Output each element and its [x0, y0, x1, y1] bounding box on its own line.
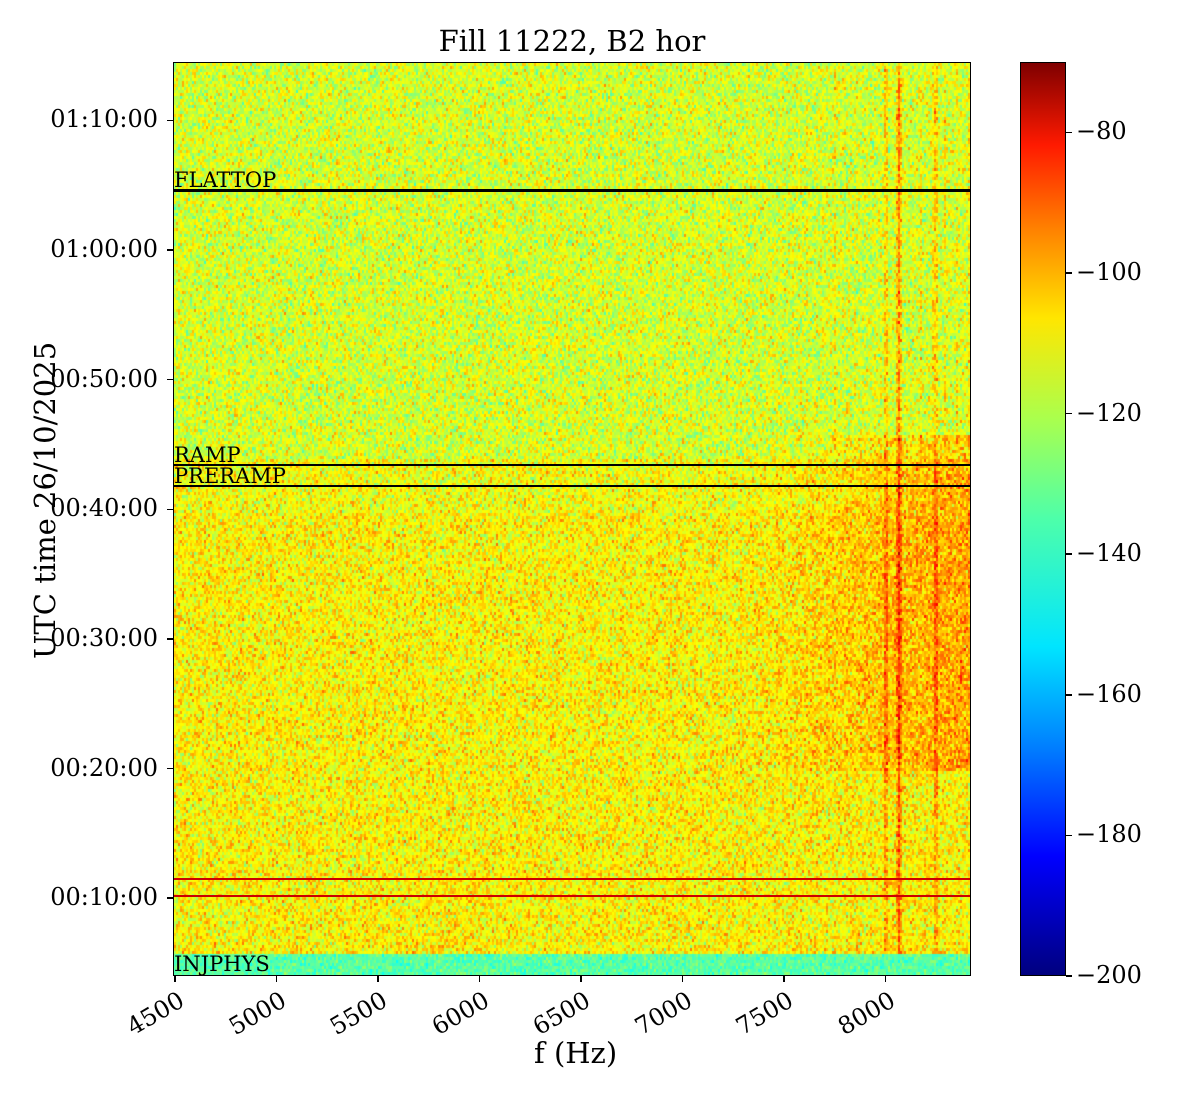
x-tick-mark — [783, 976, 785, 982]
colorbar-tick-label: −160 — [1076, 679, 1142, 708]
chart-title: Fill 11222, B2 hor — [438, 24, 706, 58]
colorbar-tick-label: −140 — [1076, 539, 1142, 568]
y-tick-mark — [167, 767, 173, 770]
y-tick-mark — [167, 119, 173, 122]
x-tick-label: 5000 — [223, 986, 291, 1041]
x-tick-label: 6000 — [426, 986, 494, 1041]
colorbar-tick-mark — [1066, 553, 1072, 555]
beam-mode-line — [174, 189, 970, 192]
y-tick-mark — [167, 897, 173, 899]
x-tick-label: 5500 — [325, 986, 393, 1041]
y-tick-label: 00:50:00 — [50, 364, 158, 393]
marker-line — [174, 895, 970, 897]
marker-line — [174, 878, 970, 880]
x-tick-label: 8000 — [832, 986, 900, 1041]
x-axis-label: f (Hz) — [534, 1036, 618, 1070]
x-tick-mark — [377, 976, 379, 982]
colorbar-tick-mark — [1066, 694, 1072, 696]
y-tick-label: 00:30:00 — [50, 623, 158, 652]
y-tick-label: 00:20:00 — [50, 753, 158, 782]
beam-mode-label: RAMP — [174, 442, 241, 467]
y-tick-mark — [167, 638, 173, 640]
colorbar-tick-label: −100 — [1076, 257, 1142, 286]
colorbar-tick-label: −120 — [1076, 398, 1142, 427]
colorbar-tick-label: −180 — [1076, 820, 1142, 849]
y-tick-mark — [167, 378, 173, 381]
plot-area: FLATTOP RAMP PRERAMP INJPHYS — [173, 62, 971, 976]
y-tick-mark — [167, 249, 173, 251]
colorbar-tick-label: −200 — [1076, 961, 1142, 989]
y-tick-label: 00:10:00 — [50, 883, 158, 912]
colorbar-tick-mark — [1066, 412, 1072, 415]
beam-mode-label: INJPHYS — [174, 952, 270, 976]
y-tick-label: 00:40:00 — [50, 494, 158, 523]
x-tick-mark — [275, 976, 278, 982]
x-tick-mark — [681, 976, 684, 982]
colorbar-tick-mark — [1066, 131, 1072, 134]
colorbar-tick-mark — [1066, 975, 1072, 977]
spectrogram-heatmap — [174, 63, 970, 975]
beam-mode-line — [174, 463, 970, 467]
x-tick-mark — [580, 976, 582, 982]
x-tick-label: 7500 — [731, 986, 799, 1041]
colorbar — [1020, 62, 1066, 976]
beam-mode-line — [174, 484, 970, 488]
x-tick-mark — [478, 976, 481, 982]
x-tick-mark — [884, 976, 887, 982]
x-tick-mark — [174, 976, 176, 982]
beam-mode-label: PRERAMP — [174, 463, 286, 488]
colorbar-tick-label: −80 — [1076, 117, 1127, 146]
x-tick-label: 7000 — [629, 986, 697, 1041]
y-tick-label: 01:00:00 — [50, 234, 158, 263]
colorbar-tick-mark — [1066, 272, 1072, 274]
x-tick-label: 4500 — [122, 986, 190, 1041]
y-tick-mark — [167, 508, 173, 511]
beam-mode-label: FLATTOP — [174, 168, 277, 193]
colorbar-tick-mark — [1066, 834, 1072, 837]
y-tick-label: 01:10:00 — [50, 105, 158, 134]
